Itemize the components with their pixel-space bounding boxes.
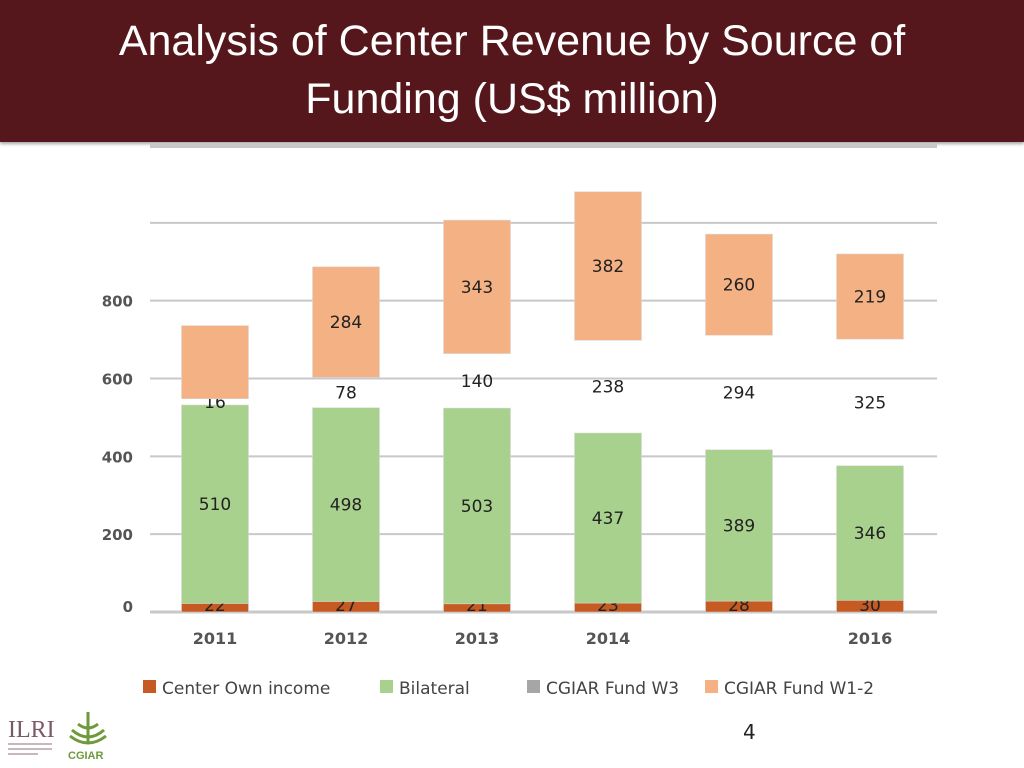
legend-label: CGIAR Fund W1-2 bbox=[724, 679, 874, 699]
data-label: 260 bbox=[723, 276, 755, 296]
legend-label: Bilateral bbox=[399, 679, 470, 699]
x-tick-label: 2013 bbox=[455, 629, 500, 648]
bar-segment bbox=[836, 253, 904, 340]
data-label: 294 bbox=[723, 384, 755, 404]
page-number: 4 bbox=[743, 720, 756, 744]
legend-swatch bbox=[143, 680, 156, 693]
legend-swatch bbox=[527, 680, 540, 693]
legend-label: CGIAR Fund W3 bbox=[546, 679, 679, 699]
legend-swatch bbox=[705, 680, 718, 693]
data-label: 238 bbox=[592, 378, 624, 398]
data-label: 343 bbox=[461, 278, 493, 298]
data-label: 510 bbox=[199, 495, 231, 515]
y-tick-label: 800 bbox=[102, 293, 133, 311]
svg-text:CGIAR: CGIAR bbox=[68, 750, 104, 760]
y-tick-label: 600 bbox=[102, 371, 133, 389]
data-label: 140 bbox=[461, 372, 493, 392]
logos: ILRI CGIAR bbox=[8, 710, 118, 764]
slide-header: Analysis of Center Revenue by Source of … bbox=[0, 0, 1024, 142]
data-label: 219 bbox=[854, 288, 886, 308]
bar-segment bbox=[574, 191, 642, 341]
x-tick-label: 2011 bbox=[193, 629, 238, 648]
data-label: 346 bbox=[854, 524, 886, 544]
bar-segment bbox=[312, 407, 380, 602]
x-tick-label: 2012 bbox=[324, 629, 369, 648]
ilri-cgiar-logo: ILRI CGIAR bbox=[8, 712, 107, 762]
y-tick-label: 400 bbox=[102, 448, 133, 466]
legend-swatch bbox=[380, 680, 393, 693]
x-tick-label: 2014 bbox=[586, 629, 631, 648]
data-label: 498 bbox=[330, 496, 362, 516]
bar-segment bbox=[705, 233, 773, 336]
x-tick-label: 2016 bbox=[848, 629, 893, 648]
y-tick-label: 200 bbox=[102, 526, 133, 544]
bar-segment bbox=[574, 432, 642, 604]
bar-segment bbox=[443, 407, 511, 605]
bar-segment bbox=[443, 219, 511, 354]
data-label: 503 bbox=[461, 497, 493, 517]
bar-segment bbox=[181, 325, 249, 399]
data-label: 389 bbox=[723, 516, 755, 536]
data-label: 437 bbox=[592, 509, 624, 529]
data-label: 325 bbox=[854, 393, 886, 413]
bar-segment bbox=[705, 449, 773, 602]
y-tick-label: 0 bbox=[123, 598, 133, 616]
data-label: 78 bbox=[335, 384, 357, 404]
svg-text:ILRI: ILRI bbox=[8, 717, 55, 743]
legend-label: Center Own income bbox=[162, 679, 330, 699]
data-label: 284 bbox=[330, 313, 362, 333]
bar-segment bbox=[312, 266, 380, 378]
bar-segment bbox=[836, 465, 904, 601]
slide-title: Analysis of Center Revenue by Source of … bbox=[118, 17, 906, 123]
bar-segment bbox=[181, 404, 249, 604]
data-label: 382 bbox=[592, 257, 624, 277]
data-label: 30 bbox=[859, 596, 881, 616]
